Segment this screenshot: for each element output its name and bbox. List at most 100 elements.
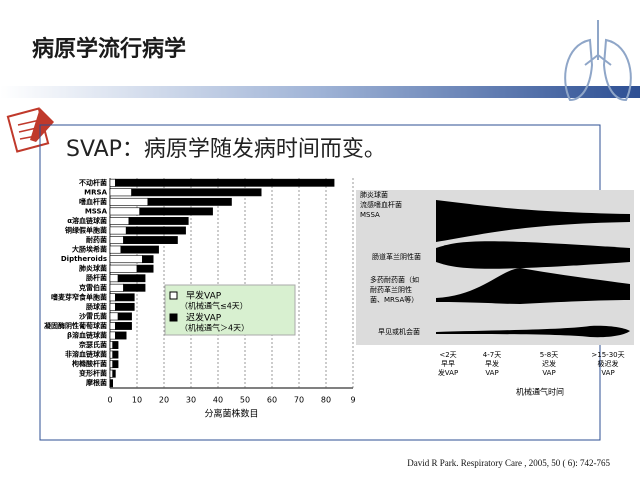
- pencil-icon: [6, 107, 54, 153]
- diagram: 机械通气时间 肺炎球菌流感嗜血杆菌 MSSA 肠道革兰阴性菌多药耐药菌（如耐药革兰阴…: [356, 190, 634, 397]
- bar: [109, 360, 114, 369]
- y-tick-label: 凝固酶阴性葡萄球菌: [44, 321, 107, 330]
- y-tick-label: MSSA: [85, 207, 108, 215]
- bar: [125, 226, 186, 235]
- y-tick-label: Diptheroids: [61, 255, 107, 263]
- y-tick-label: 摩根菌: [85, 378, 107, 387]
- bar: [109, 302, 116, 311]
- bar: [142, 255, 154, 264]
- slide-title: 病原学流行病学: [32, 36, 186, 62]
- bar: [109, 369, 114, 378]
- legend-note: （机械通气＞4天）: [180, 323, 249, 333]
- bar: [109, 264, 138, 273]
- x-tick-label: 20: [159, 396, 169, 405]
- legend-box: [164, 284, 296, 336]
- bar: [115, 293, 135, 302]
- diagram-x-label: >15-30天极迟发 VAP: [591, 351, 624, 377]
- band-label: 肺炎球菌流感嗜血杆菌 MSSA: [360, 190, 402, 219]
- legend-swatch: [169, 313, 178, 322]
- legend-note: （机械通气≤4天）: [180, 301, 248, 311]
- bar: [109, 255, 143, 264]
- bar: [128, 217, 189, 225]
- bar: [109, 178, 116, 187]
- bar: [115, 331, 127, 340]
- y-tick-label: 肠杆菌: [85, 273, 107, 282]
- bar: [109, 293, 116, 302]
- bar: [112, 369, 116, 378]
- y-tick-label: 非溶血链球菌: [65, 350, 107, 359]
- band-shape: [436, 268, 630, 304]
- subtitle: SVAP：病原学随发病时间而变。: [66, 137, 386, 162]
- y-tick-label: 肠球菌: [85, 302, 107, 311]
- lung-icon: [564, 20, 632, 102]
- y-tick-label: 沙雷氏菌: [79, 311, 107, 320]
- x-axis-label: 分离菌株数目: [204, 408, 258, 420]
- bar: [117, 312, 132, 321]
- x-tick-label: 10: [132, 396, 142, 405]
- band-shape: [436, 241, 630, 269]
- bar: [109, 188, 132, 197]
- y-tick-label: 不动杆菌: [79, 178, 107, 187]
- bar: [109, 283, 124, 292]
- diagram-x-label: 5-8天迟发 VAP: [540, 351, 558, 377]
- band-shape: [436, 325, 630, 338]
- content-frame: [39, 124, 601, 441]
- diagram-axis-title: 机械通气时间: [516, 387, 564, 397]
- x-tick-label: 30: [186, 396, 196, 405]
- band-shape: [436, 200, 630, 242]
- bar: [109, 217, 130, 225]
- y-tick-label: 奈瑟氏菌: [78, 340, 107, 349]
- bar: [109, 379, 114, 388]
- bar: [109, 245, 122, 254]
- diagram-x-label: 4-7天早发 VAP: [483, 351, 501, 377]
- bar: [109, 236, 124, 244]
- y-tick-label: MRSA: [84, 188, 107, 196]
- bar: [112, 360, 119, 369]
- y-tick-label: α溶血链球菌: [67, 216, 107, 225]
- x-tick-label: 50: [240, 396, 250, 405]
- y-tick-label: 嗜血杆菌: [79, 197, 107, 206]
- band-label: 早见或机会菌: [378, 327, 420, 336]
- bar: [109, 350, 114, 359]
- bar: [109, 331, 116, 340]
- bar: [109, 226, 127, 235]
- bar: [120, 245, 159, 254]
- bar: [131, 188, 262, 197]
- legend-swatch: [169, 291, 178, 300]
- bar: [115, 302, 135, 311]
- x-tick-label: 40: [213, 396, 223, 405]
- legend-label: 早发VAP: [186, 290, 222, 302]
- bar: [123, 283, 146, 292]
- x-tick-label: 70: [294, 396, 304, 405]
- bar: [109, 322, 116, 330]
- band-label: 肠道革兰阴性菌: [372, 252, 421, 261]
- y-tick-label: 枸橼酸杆菌: [71, 359, 107, 368]
- y-tick-label: 嗜麦芽窄食单胞菌: [51, 292, 107, 301]
- bar: [136, 264, 154, 273]
- bar: [112, 350, 119, 359]
- bar: [109, 274, 119, 283]
- y-tick-label: 克雷伯菌: [79, 283, 107, 292]
- bar: [147, 197, 232, 206]
- bar: [109, 341, 114, 349]
- bar: [112, 341, 119, 349]
- y-tick-label: 铜绿假单胞菌: [65, 226, 107, 235]
- band-label: 多药耐药菌（如耐药革兰阴性菌、MRSA等）: [370, 275, 419, 304]
- y-tick-label: 肺炎球菌: [79, 264, 107, 273]
- y-tick-label: 耐药菌: [86, 235, 107, 244]
- y-tick-label: β溶血链球菌: [67, 331, 107, 340]
- bar: [139, 207, 213, 216]
- legend-label: 迟发VAP: [186, 312, 222, 324]
- bar: [115, 178, 335, 187]
- x-tick-label: 9: [350, 396, 355, 405]
- chart: 0 10 20 30 40 50 60 70 80 9 分离菌株数目 不动杆菌MRSA嗜血杆菌MSSA…: [44, 178, 356, 420]
- x-tick-label: 60: [267, 396, 277, 405]
- bar: [123, 236, 178, 244]
- diagram-x-label: <2天早早发VAP: [438, 351, 458, 377]
- bar: [109, 207, 141, 216]
- bar: [109, 312, 119, 321]
- bar: [115, 322, 132, 330]
- y-tick-label: 变形杆菌: [79, 369, 107, 378]
- header-band: [0, 86, 640, 98]
